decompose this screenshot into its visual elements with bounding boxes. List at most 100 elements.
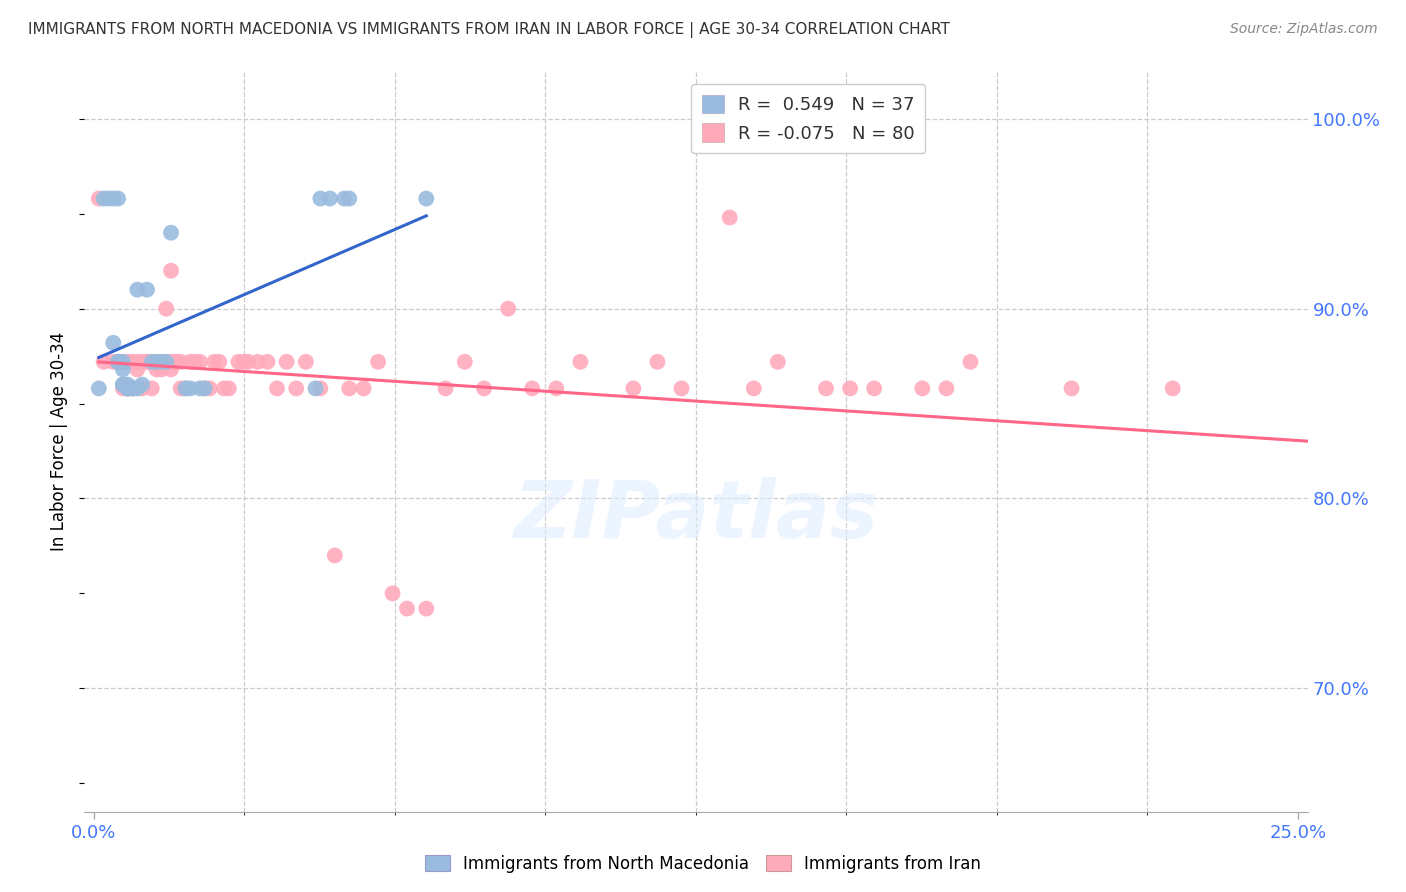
Point [121, 381, 143, 395]
Legend: Immigrants from North Macedonia, Immigrants from Iran: Immigrants from North Macedonia, Immigra… [418, 848, 988, 880]
Point [276, 355, 298, 369]
Point [131, 355, 153, 369]
Point [367, 355, 389, 369]
Point [111, 362, 134, 376]
Point [569, 355, 592, 369]
Point [198, 381, 221, 395]
Point [472, 381, 495, 395]
Point [496, 301, 519, 316]
Point [179, 381, 201, 395]
Point [111, 381, 134, 395]
Point [814, 381, 837, 395]
Point [155, 355, 177, 369]
Point [117, 355, 139, 369]
Point [218, 381, 240, 395]
Point [381, 586, 404, 600]
Point [160, 362, 183, 376]
Point [127, 362, 149, 376]
Point [395, 601, 418, 615]
Point [107, 192, 129, 206]
Point [117, 381, 139, 395]
Point [103, 355, 125, 369]
Point [150, 362, 173, 376]
Point [111, 377, 134, 392]
Point [97, 192, 120, 206]
Text: ZIPatlas: ZIPatlas [513, 476, 879, 555]
Point [160, 226, 183, 240]
Point [111, 355, 134, 369]
Point [415, 601, 437, 615]
Point [87, 381, 110, 395]
Point [266, 381, 288, 395]
Point [742, 381, 765, 395]
Point [188, 381, 211, 395]
Point [121, 381, 143, 395]
Point [718, 211, 741, 225]
Point [131, 381, 153, 395]
Point [839, 381, 862, 395]
Point [766, 355, 789, 369]
Point [136, 283, 159, 297]
Point [256, 355, 278, 369]
Point [121, 381, 143, 395]
Point [304, 381, 326, 395]
Point [179, 355, 201, 369]
Point [117, 381, 139, 395]
Point [647, 355, 669, 369]
Point [194, 381, 217, 395]
Point [117, 381, 139, 395]
Point [295, 355, 318, 369]
Text: Source: ZipAtlas.com: Source: ZipAtlas.com [1230, 22, 1378, 37]
Point [228, 355, 250, 369]
Point [454, 355, 477, 369]
Point [621, 381, 644, 395]
Point [959, 355, 981, 369]
Point [188, 355, 211, 369]
Point [127, 283, 149, 297]
Point [212, 381, 235, 395]
Legend: R =  0.549   N = 37, R = -0.075   N = 80: R = 0.549 N = 37, R = -0.075 N = 80 [692, 84, 925, 153]
Point [174, 381, 197, 395]
Point [87, 192, 110, 206]
Point [194, 381, 217, 395]
Point [136, 355, 159, 369]
Point [111, 355, 134, 369]
Point [353, 381, 375, 395]
Point [165, 355, 187, 369]
Point [323, 549, 346, 563]
Point [93, 192, 115, 206]
Text: IMMIGRANTS FROM NORTH MACEDONIA VS IMMIGRANTS FROM IRAN IN LABOR FORCE | AGE 30-: IMMIGRANTS FROM NORTH MACEDONIA VS IMMIG… [28, 22, 950, 38]
Point [184, 355, 207, 369]
Point [111, 377, 134, 392]
Point [150, 355, 173, 369]
Point [117, 381, 139, 395]
Point [546, 381, 568, 395]
Point [1161, 381, 1184, 395]
Point [671, 381, 693, 395]
Point [911, 381, 934, 395]
Point [155, 355, 177, 369]
Point [131, 377, 153, 392]
Point [155, 301, 177, 316]
Point [170, 355, 193, 369]
Y-axis label: In Labor Force | Age 30-34: In Labor Force | Age 30-34 [51, 332, 69, 551]
Point [107, 355, 129, 369]
Point [107, 355, 129, 369]
Point [337, 381, 360, 395]
Point [1060, 381, 1083, 395]
Point [309, 381, 332, 395]
Point [93, 355, 115, 369]
Point [434, 381, 457, 395]
Point [333, 192, 356, 206]
Point [285, 381, 308, 395]
Point [145, 355, 167, 369]
Point [141, 355, 163, 369]
Point [170, 381, 193, 395]
Point [232, 355, 254, 369]
Point [150, 355, 173, 369]
Point [863, 381, 886, 395]
Point [208, 355, 231, 369]
Point [160, 355, 183, 369]
Point [246, 355, 269, 369]
Point [160, 263, 183, 277]
